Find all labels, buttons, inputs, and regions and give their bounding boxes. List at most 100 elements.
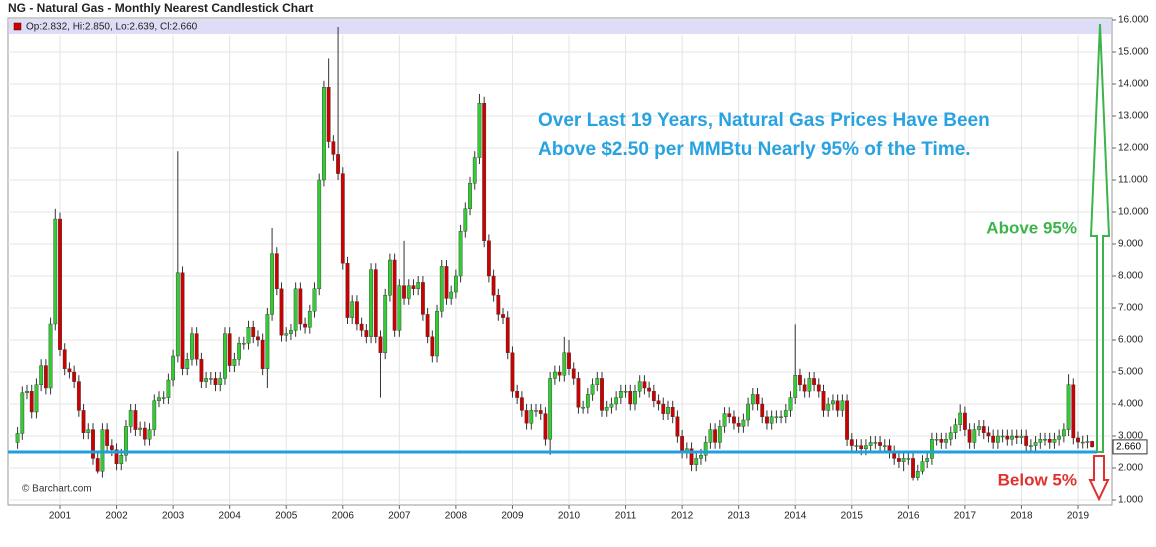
- candle-body: [699, 455, 703, 459]
- candle-body: [986, 432, 991, 437]
- candle-body: [166, 379, 171, 398]
- candle-body: [689, 448, 694, 465]
- candle-body: [911, 458, 915, 478]
- candle-body: [897, 458, 901, 462]
- candle-body: [208, 378, 213, 380]
- candle-body: [355, 301, 359, 325]
- x-tick-label: 2002: [105, 511, 128, 522]
- last-price-label: 2.660: [1116, 442, 1141, 453]
- x-tick-label: 2011: [615, 511, 637, 522]
- y-tick-label: 15.000: [1118, 47, 1149, 58]
- y-tick-label: 5.000: [1118, 367, 1143, 378]
- candle-body: [185, 359, 190, 370]
- candle-body: [694, 458, 699, 465]
- x-tick-label: 2005: [275, 511, 298, 522]
- candle-body: [958, 412, 963, 425]
- y-tick-label: 6.000: [1118, 335, 1143, 346]
- candle-body: [298, 288, 303, 325]
- candle-body: [373, 269, 378, 338]
- candle-body: [251, 327, 256, 338]
- candle-body: [948, 432, 953, 440]
- candle-body: [807, 378, 812, 392]
- y-tick-label: 4.000: [1118, 399, 1143, 410]
- candle-body: [293, 288, 298, 331]
- candle-body: [666, 407, 670, 414]
- candle-body: [48, 323, 53, 389]
- y-tick-label: 7.000: [1118, 303, 1143, 314]
- candle-body: [915, 471, 920, 478]
- candle-body: [270, 253, 274, 315]
- x-tick-label: 2016: [897, 511, 920, 522]
- candle-body: [128, 410, 133, 427]
- candle-body: [821, 391, 826, 411]
- candle-body: [524, 410, 529, 424]
- candle-body: [944, 439, 948, 443]
- candle-body: [119, 455, 124, 465]
- candle-body: [100, 429, 105, 472]
- x-tick-label: 2003: [162, 511, 185, 522]
- candle-body: [788, 397, 793, 411]
- annotation-line: Over Last 19 Years, Natural Gas Prices H…: [538, 110, 990, 131]
- candle-body: [53, 218, 58, 325]
- candle-body: [651, 391, 656, 402]
- candle-body: [147, 429, 152, 440]
- candle-body: [91, 429, 95, 459]
- candle-body: [29, 391, 34, 413]
- candle-body: [1038, 439, 1043, 443]
- candle-body: [67, 368, 72, 373]
- candle-body: [340, 173, 345, 264]
- x-tick-label: 2004: [219, 511, 242, 522]
- candle-body: [585, 394, 590, 408]
- candle-body: [468, 182, 472, 209]
- candle-body: [260, 339, 265, 369]
- candle-body: [326, 86, 331, 142]
- candle-body: [449, 291, 454, 299]
- candle-body: [925, 458, 930, 462]
- candle-body: [190, 333, 194, 360]
- candle-body: [477, 102, 482, 158]
- legend-text: Op:2.832, Hi:2.850, Lo:2.639, Cl:2.660: [26, 22, 198, 33]
- candle-body: [1080, 441, 1085, 444]
- candle-body: [595, 378, 600, 385]
- candle-body: [930, 439, 934, 459]
- candle-body: [109, 445, 114, 450]
- candle-body: [831, 400, 835, 405]
- candle-body: [543, 413, 548, 440]
- y-tick-label: 2.000: [1118, 463, 1143, 474]
- x-tick-label: 2009: [501, 511, 524, 522]
- candle-body: [142, 427, 147, 440]
- candle-body: [482, 102, 487, 242]
- candle-body: [845, 400, 849, 440]
- candle-body: [934, 439, 939, 441]
- y-tick-label: 3.000: [1118, 431, 1143, 442]
- down-arrow: [1088, 455, 1110, 502]
- candle-body: [882, 445, 887, 447]
- candle-body: [774, 416, 779, 418]
- candle-body: [826, 403, 831, 411]
- candle-body: [873, 442, 878, 444]
- candle-body: [769, 416, 774, 424]
- candle-body: [157, 397, 161, 402]
- candle-body: [378, 336, 383, 353]
- y-tick-label: 16.000: [1118, 15, 1149, 26]
- candle-body: [383, 295, 388, 354]
- candle-body: [364, 330, 369, 337]
- candle-body: [416, 282, 421, 289]
- candle-body: [765, 416, 769, 424]
- candle-body: [317, 179, 322, 290]
- candle-body: [397, 285, 402, 331]
- candle-body: [406, 285, 411, 299]
- candle-body: [623, 391, 628, 393]
- candle-body: [204, 378, 209, 382]
- candle-body: [703, 442, 708, 456]
- candle-body: [289, 330, 293, 334]
- candle-body: [1052, 439, 1057, 443]
- candle-body: [557, 371, 562, 376]
- candle-body: [43, 365, 48, 389]
- candle-body: [519, 397, 524, 411]
- candle-body: [425, 314, 430, 337]
- candle-body: [661, 403, 666, 414]
- candle-body: [859, 445, 864, 450]
- candle-body: [246, 327, 251, 344]
